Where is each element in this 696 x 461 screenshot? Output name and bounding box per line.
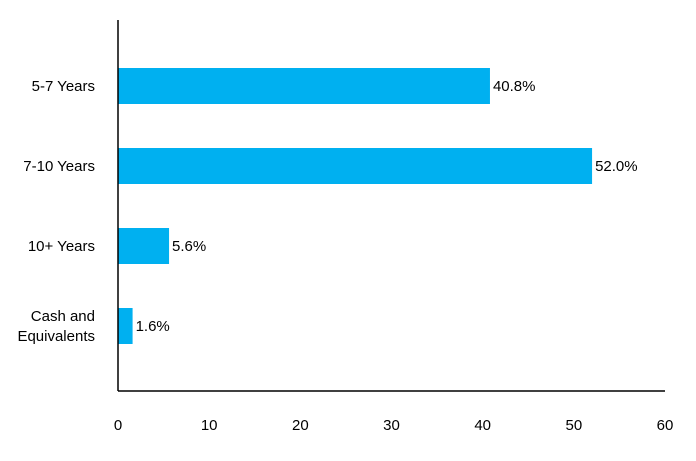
x-tick-labels-group: 0 10 20 30 40 50 60 xyxy=(114,417,674,434)
x-tick-label: 60 xyxy=(657,417,674,434)
category-labels-group: 5-7 Years 7-10 Years 10+ Years Cash and Equi… xyxy=(17,78,95,345)
category-label: Equivalents xyxy=(17,328,95,345)
bar-value-label: 1.6% xyxy=(136,318,170,335)
bar-value-label: 40.8% xyxy=(493,78,536,95)
x-tick-label: 30 xyxy=(383,417,400,434)
bar-value-label: 5.6% xyxy=(172,238,206,255)
x-tick-label: 0 xyxy=(114,417,122,434)
bar-value-label: 52.0% xyxy=(595,158,638,175)
category-label: 7-10 Years xyxy=(23,158,95,175)
axes-group xyxy=(117,20,665,392)
x-tick-label: 40 xyxy=(474,417,491,434)
bar xyxy=(118,308,133,344)
x-tick-label: 50 xyxy=(565,417,582,434)
x-tick-label: 10 xyxy=(201,417,218,434)
value-labels-group: 40.8% 52.0% 5.6% 1.6% xyxy=(136,78,638,335)
category-label: 5-7 Years xyxy=(32,78,95,95)
category-label: Cash and xyxy=(31,308,95,325)
x-tick-label: 20 xyxy=(292,417,309,434)
bars-group xyxy=(118,68,593,344)
bar xyxy=(118,228,170,264)
category-label: 10+ Years xyxy=(28,238,95,255)
bar xyxy=(118,68,490,104)
bar xyxy=(118,148,593,184)
